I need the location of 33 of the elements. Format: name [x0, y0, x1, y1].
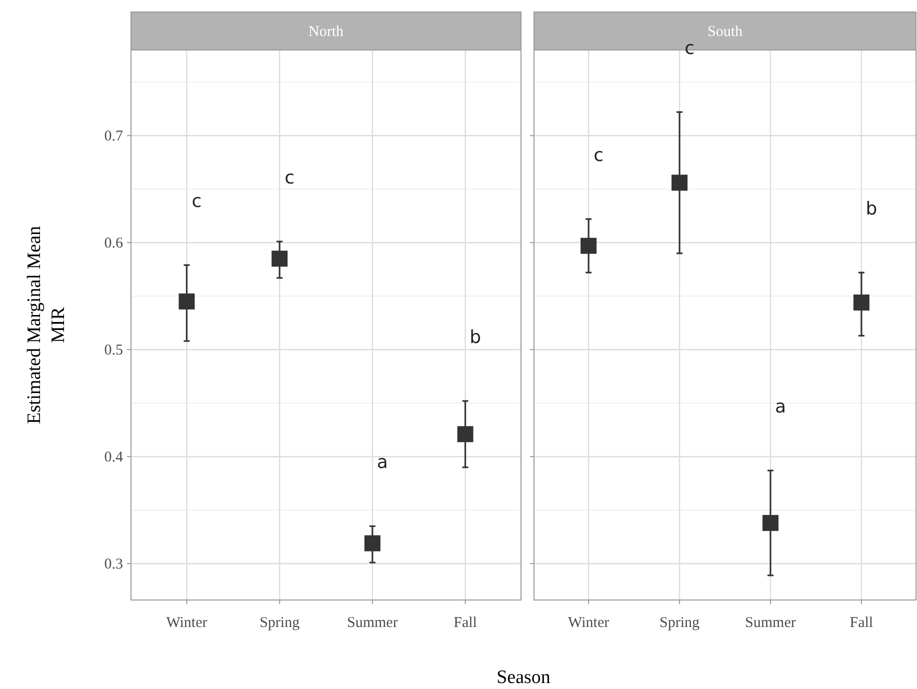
chart-title: South [707, 24, 743, 40]
x-tick-label: Winter [166, 615, 208, 631]
x-tick-label: Summer [745, 615, 796, 631]
y-tick-label: 0.6 [104, 236, 124, 252]
y-tick-label: 0.5 [104, 342, 123, 359]
annotation: a [376, 452, 388, 474]
annotation: c [284, 168, 295, 189]
x-axis-title: Season [496, 667, 551, 688]
y-axis-title: Estimated Marginal Mean MIR [24, 225, 69, 424]
annotation: b [470, 326, 482, 348]
annotation: a [774, 396, 786, 418]
y-tick-label: 0.7 [104, 128, 124, 145]
x-tick-label: Spring [260, 615, 300, 631]
x-tick-label: Fall [454, 615, 477, 631]
point [457, 426, 474, 442]
y-tick-label: 0.3 [104, 556, 123, 573]
annotation: c [684, 38, 694, 60]
x-tick-label: Spring [660, 615, 700, 631]
point [762, 514, 778, 531]
x-tick-label: Fall [850, 615, 874, 631]
point [364, 535, 380, 552]
point [178, 293, 195, 310]
annotation: c [594, 145, 604, 166]
point [580, 238, 597, 254]
point [672, 174, 688, 191]
chart-title: North [308, 24, 344, 40]
x-tick-label: Summer [347, 615, 398, 631]
x-tick-label: Winter [568, 615, 610, 631]
annotation: b [866, 198, 878, 220]
point [853, 294, 870, 311]
annotation: c [192, 191, 202, 212]
y-tick-label: 0.4 [104, 450, 124, 466]
point [272, 250, 288, 267]
